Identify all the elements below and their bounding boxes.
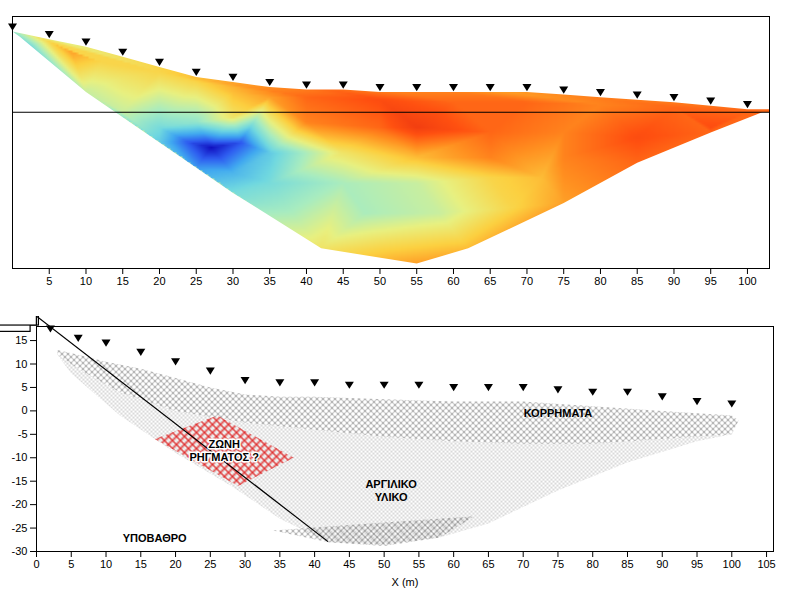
svg-text:45: 45 — [337, 275, 349, 287]
svg-text:-20: -20 — [12, 498, 28, 510]
svg-text:50: 50 — [374, 275, 386, 287]
svg-text:95: 95 — [691, 558, 703, 570]
svg-text:85: 85 — [621, 558, 633, 570]
svg-text:15: 15 — [135, 558, 147, 570]
svg-text:55: 55 — [411, 275, 423, 287]
svg-text:-25: -25 — [12, 522, 28, 534]
svg-text:10: 10 — [80, 275, 92, 287]
svg-text:-10: -10 — [12, 451, 28, 463]
svg-text:-15: -15 — [12, 475, 28, 487]
svg-text:10: 10 — [15, 358, 27, 370]
svg-text:15: 15 — [117, 275, 129, 287]
svg-text:X (m): X (m) — [392, 576, 419, 588]
svg-text:20: 20 — [153, 275, 165, 287]
svg-text:80: 80 — [594, 275, 606, 287]
svg-text:-30: -30 — [12, 545, 28, 557]
svg-text:55: 55 — [413, 558, 425, 570]
svg-text:85: 85 — [631, 275, 643, 287]
svg-text:70: 70 — [521, 275, 533, 287]
svg-text:15: 15 — [15, 334, 27, 346]
svg-text:5: 5 — [68, 558, 74, 570]
svg-text:50: 50 — [378, 558, 390, 570]
svg-text:-5: -5 — [18, 428, 28, 440]
svg-text:65: 65 — [482, 558, 494, 570]
svg-text:20: 20 — [169, 558, 181, 570]
svg-text:35: 35 — [264, 275, 276, 287]
svg-text:65: 65 — [484, 275, 496, 287]
svg-text:60: 60 — [447, 275, 459, 287]
svg-text:5: 5 — [21, 381, 27, 393]
svg-text:30: 30 — [239, 558, 251, 570]
svg-text:0: 0 — [33, 558, 39, 570]
svg-text:5: 5 — [46, 275, 52, 287]
svg-text:30: 30 — [227, 275, 239, 287]
svg-text:90: 90 — [656, 558, 668, 570]
svg-text:90: 90 — [668, 275, 680, 287]
svg-text:100: 100 — [723, 558, 741, 570]
svg-text:40: 40 — [300, 275, 312, 287]
svg-text:80: 80 — [587, 558, 599, 570]
svg-text:70: 70 — [517, 558, 529, 570]
svg-text:ΖΩΝΗΡΗΓΜΑΤΟΣ ?: ΖΩΝΗΡΗΓΜΑΤΟΣ ? — [189, 438, 259, 463]
svg-text:105: 105 — [757, 558, 775, 570]
svg-text:100: 100 — [738, 275, 756, 287]
svg-text:0: 0 — [21, 404, 27, 416]
svg-text:40: 40 — [308, 558, 320, 570]
svg-text:ΑΡΓΙΛΙΚΟΥΛΙΚΟ: ΑΡΓΙΛΙΚΟΥΛΙΚΟ — [365, 478, 417, 503]
svg-text:75: 75 — [558, 275, 570, 287]
svg-text:25: 25 — [204, 558, 216, 570]
svg-text:60: 60 — [448, 558, 460, 570]
svg-text:45: 45 — [343, 558, 355, 570]
svg-text:ΚΟΡΡΗΜΑΤΑ: ΚΟΡΡΗΜΑΤΑ — [524, 407, 593, 419]
svg-text:95: 95 — [705, 275, 717, 287]
svg-text:ΥΠΟΒΑΘΡΟ: ΥΠΟΒΑΘΡΟ — [123, 531, 187, 543]
svg-text:25: 25 — [190, 275, 202, 287]
svg-text:75: 75 — [552, 558, 564, 570]
svg-text:10: 10 — [100, 558, 112, 570]
svg-text:35: 35 — [274, 558, 286, 570]
